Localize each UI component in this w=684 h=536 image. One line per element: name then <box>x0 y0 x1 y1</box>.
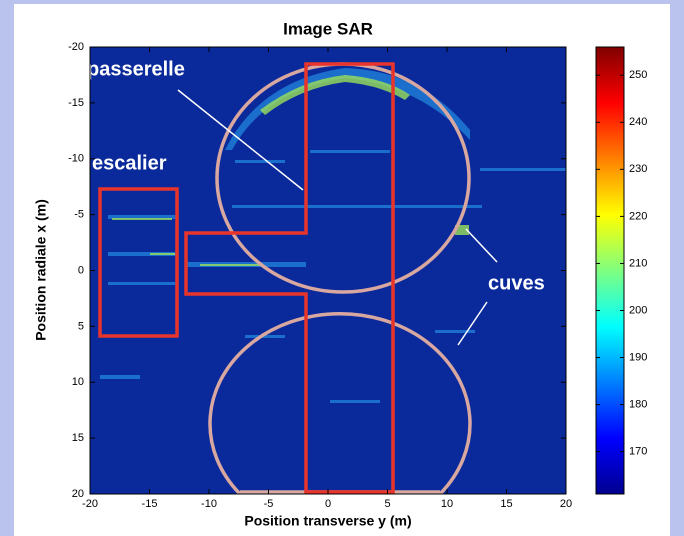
y-tick-label: 0 <box>78 264 84 276</box>
annotation: cuves <box>488 272 545 294</box>
annotation: escalier <box>92 152 167 174</box>
colorbar-tick-label: 230 <box>629 163 647 175</box>
x-tick-label: -5 <box>264 498 274 510</box>
colorbar-tick-label: 200 <box>629 304 647 316</box>
colorbar-tick-label: 220 <box>629 210 647 222</box>
x-tick-label: 20 <box>560 498 572 510</box>
chart-title: Image SAR <box>283 19 373 38</box>
colorbar <box>595 46 625 495</box>
x-axis-label: Position transverse y (m) <box>244 513 411 529</box>
y-tick-label: 15 <box>72 432 84 444</box>
x-tick-label: -10 <box>201 498 217 510</box>
annotation-shapes <box>98 62 472 494</box>
y-tick-label: 10 <box>72 376 84 388</box>
x-tick-label: 15 <box>500 498 512 510</box>
y-tick-label: 5 <box>78 320 84 332</box>
annotation: passerelle <box>87 58 185 80</box>
x-tick-label: -15 <box>142 498 158 510</box>
y-tick-label: -10 <box>68 153 84 165</box>
colorbar-tick-label: 170 <box>629 446 647 458</box>
y-tick-label: -20 <box>68 41 84 53</box>
colorbar-tick-label: 210 <box>629 257 647 269</box>
x-tick-label: 5 <box>384 498 390 510</box>
sar-image <box>90 47 566 494</box>
pointer-lines <box>177 89 498 346</box>
x-tick-label: 10 <box>441 498 453 510</box>
y-tick-label: -5 <box>74 209 84 221</box>
colorbar-tick-label: 190 <box>629 351 647 363</box>
x-tick-label: -20 <box>82 498 98 510</box>
y-axis-label: Position radiale x (m) <box>33 199 49 341</box>
y-tick-label: 20 <box>72 488 84 500</box>
colorbar-tick-label: 180 <box>629 399 647 411</box>
colorbar-tick-label: 250 <box>629 69 647 81</box>
x-tick-label: 0 <box>325 498 331 510</box>
colorbar-tick-label: 240 <box>629 116 647 128</box>
y-tick-label: -15 <box>68 97 84 109</box>
